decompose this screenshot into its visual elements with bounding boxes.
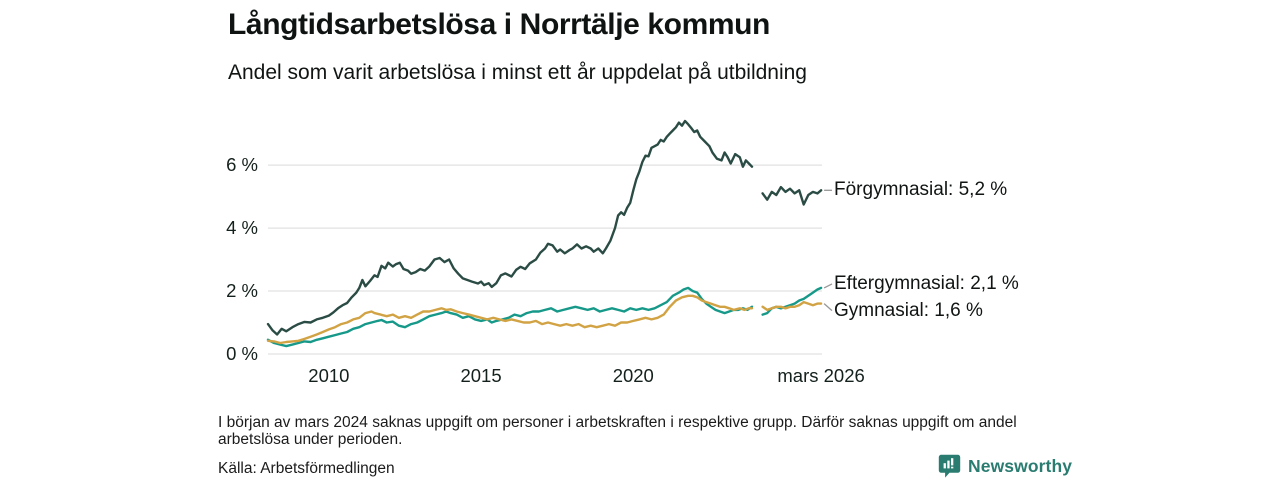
newsworthy-logo: Newsworthy <box>938 454 1072 479</box>
page-title: Långtidsarbetslösa i Norrtälje kommun <box>228 8 770 41</box>
x-tick-label: mars 2026 <box>777 365 865 386</box>
label-leader-line <box>823 283 833 289</box>
series-end-label-förgymnasial: Förgymnasial: 5,2 % <box>834 179 1008 201</box>
series-line-gymnasial <box>266 294 754 345</box>
page-subtitle: Andel som varit arbetslösa i minst ett å… <box>228 61 807 84</box>
series-line-förgymnasial <box>761 185 823 206</box>
newsworthy-brand-name: Newsworthy <box>968 456 1073 476</box>
footnote: I början av mars 2024 saknas uppgift om … <box>218 414 1017 448</box>
source-line: Källa: Arbetsförmedlingen <box>218 460 395 477</box>
y-tick-label: 0 % <box>226 343 258 364</box>
series-end-label-gymnasial: Gymnasial: 1,6 % <box>834 299 983 321</box>
x-tick-label: 2015 <box>460 365 502 386</box>
series-line-eftergymnasial <box>266 286 754 348</box>
newsworthy-chart-bubble-icon <box>938 454 961 478</box>
x-tick-label: 2020 <box>612 365 654 386</box>
y-tick-label: 2 % <box>226 280 258 302</box>
x-tick-label: 2010 <box>308 365 350 386</box>
series-line-gymnasial <box>761 300 823 312</box>
y-tick-label: 4 % <box>226 217 258 239</box>
series-line-förgymnasial <box>266 119 754 336</box>
series-end-label-eftergymnasial: Eftergymnasial: 2,1 % <box>834 272 1019 294</box>
series-line-eftergymnasial <box>761 286 823 316</box>
y-tick-label: 6 % <box>226 154 258 176</box>
label-leader-line <box>823 303 833 312</box>
